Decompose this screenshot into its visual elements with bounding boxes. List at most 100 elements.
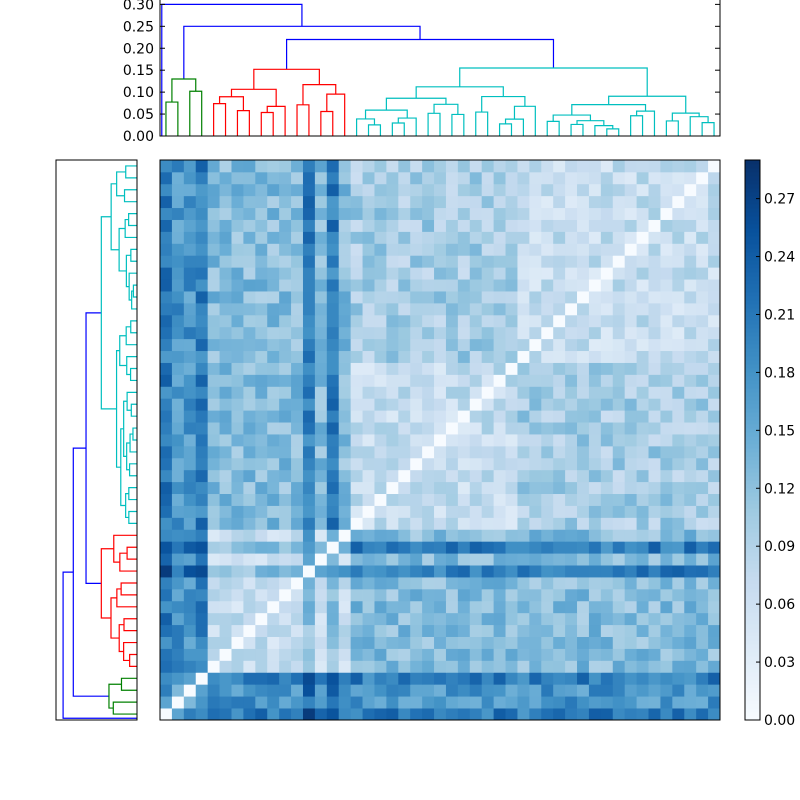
heatmap-cell [672,588,685,602]
heatmap-cell [434,493,447,506]
heatmap-cell [648,577,661,590]
heatmap-cell [588,171,602,185]
heatmap-cell [338,684,352,697]
heatmap-cell [648,207,661,220]
heatmap-cell [362,565,375,578]
heatmap-cell [374,505,387,518]
heatmap-cell [469,374,483,387]
left-dendrogram-link-13 [120,582,137,596]
heatmap-cell [171,362,185,375]
top-dendrogram-link-18 [415,86,504,99]
heatmap-cell [588,160,602,173]
heatmap-cell [541,374,554,387]
heatmap-cell [660,302,673,316]
heatmap-cell [422,183,435,197]
heatmap-cell [434,314,447,328]
heatmap-cell [672,612,685,626]
heatmap-cell [160,541,173,554]
heatmap-cell [529,529,542,542]
heatmap-cell [648,267,661,280]
heatmap-cell [553,255,566,268]
heatmap-cell [588,195,602,209]
heatmap-cell [231,350,244,363]
heatmap-cell [588,386,602,399]
heatmap-cell [624,350,637,363]
heatmap-cell [410,529,423,542]
heatmap-cell [171,338,185,352]
heatmap-cell [243,338,256,352]
heatmap-cell [183,505,197,518]
heatmap-cell [362,279,375,292]
heatmap-cell [648,624,661,637]
heatmap-cell [207,553,220,566]
heatmap-cell [231,207,244,220]
heatmap-cell [362,529,375,542]
heatmap-cell [541,624,554,637]
heatmap-cell [291,207,304,220]
colorbar-band [745,416,760,421]
left-dendrogram-link-2 [108,683,122,709]
left-dendrogram [55,159,138,721]
heatmap-cell [422,231,435,244]
heatmap-cell [183,708,197,721]
heatmap-cell [708,588,721,602]
heatmap-cell [231,624,244,637]
heatmap-cell [314,517,328,530]
heatmap-cell [243,231,256,244]
heatmap-cell [493,160,506,173]
colorbar-band [745,556,760,561]
heatmap-cell [410,171,423,185]
heatmap-cell [255,493,268,506]
heatmap-cell [612,291,626,304]
heatmap-cell [493,207,506,220]
heatmap-cell [386,386,399,399]
heatmap-cell [517,314,530,328]
heatmap-cell [469,207,483,220]
heatmap-cell [314,183,328,197]
heatmap-cell [338,541,352,554]
heatmap-cell [291,291,304,304]
heatmap-cell [648,434,661,447]
heatmap-cell [457,660,471,673]
top-dendrogram-link-42 [630,115,644,136]
heatmap-cell [648,231,661,244]
heatmap-cell [672,160,685,173]
heatmap-cell [362,374,375,387]
heatmap-cell [648,469,661,483]
heatmap-cell [517,183,530,197]
heatmap-cell [255,183,268,197]
heatmap-cell [338,624,352,637]
heatmap-cell [374,291,387,304]
heatmap-cell [624,207,637,220]
heatmap-cell [529,362,542,375]
heatmap-cell [291,255,304,268]
heatmap-cell [160,195,173,209]
heatmap-cell [565,648,578,661]
heatmap-cell [422,445,435,459]
heatmap-cell [612,434,626,447]
heatmap-cell [696,195,709,209]
heatmap-cell [457,279,471,292]
heatmap-cell [600,398,614,411]
heatmap-cell [481,481,495,495]
colorbar-band [745,644,760,649]
heatmap-cell [457,612,471,626]
colorbar-band [745,480,760,485]
heatmap-cell [493,684,506,697]
heatmap-cell [445,469,459,483]
heatmap-cell [684,219,697,232]
colorbar-band [745,712,760,717]
heatmap-cell [314,529,328,542]
heatmap-cell [255,696,268,709]
left-dendrogram-link-12 [116,588,137,608]
heatmap-cell [577,171,590,185]
colorbar-band [745,364,760,369]
heatmap-cell [279,696,292,709]
heatmap-cell [684,374,697,387]
heatmap-cell [541,588,554,602]
heatmap-cell [684,231,697,244]
heatmap-cell [493,195,506,209]
heatmap-cell [207,243,220,256]
heatmap-cell [529,541,542,554]
heatmap-cell [445,565,459,578]
